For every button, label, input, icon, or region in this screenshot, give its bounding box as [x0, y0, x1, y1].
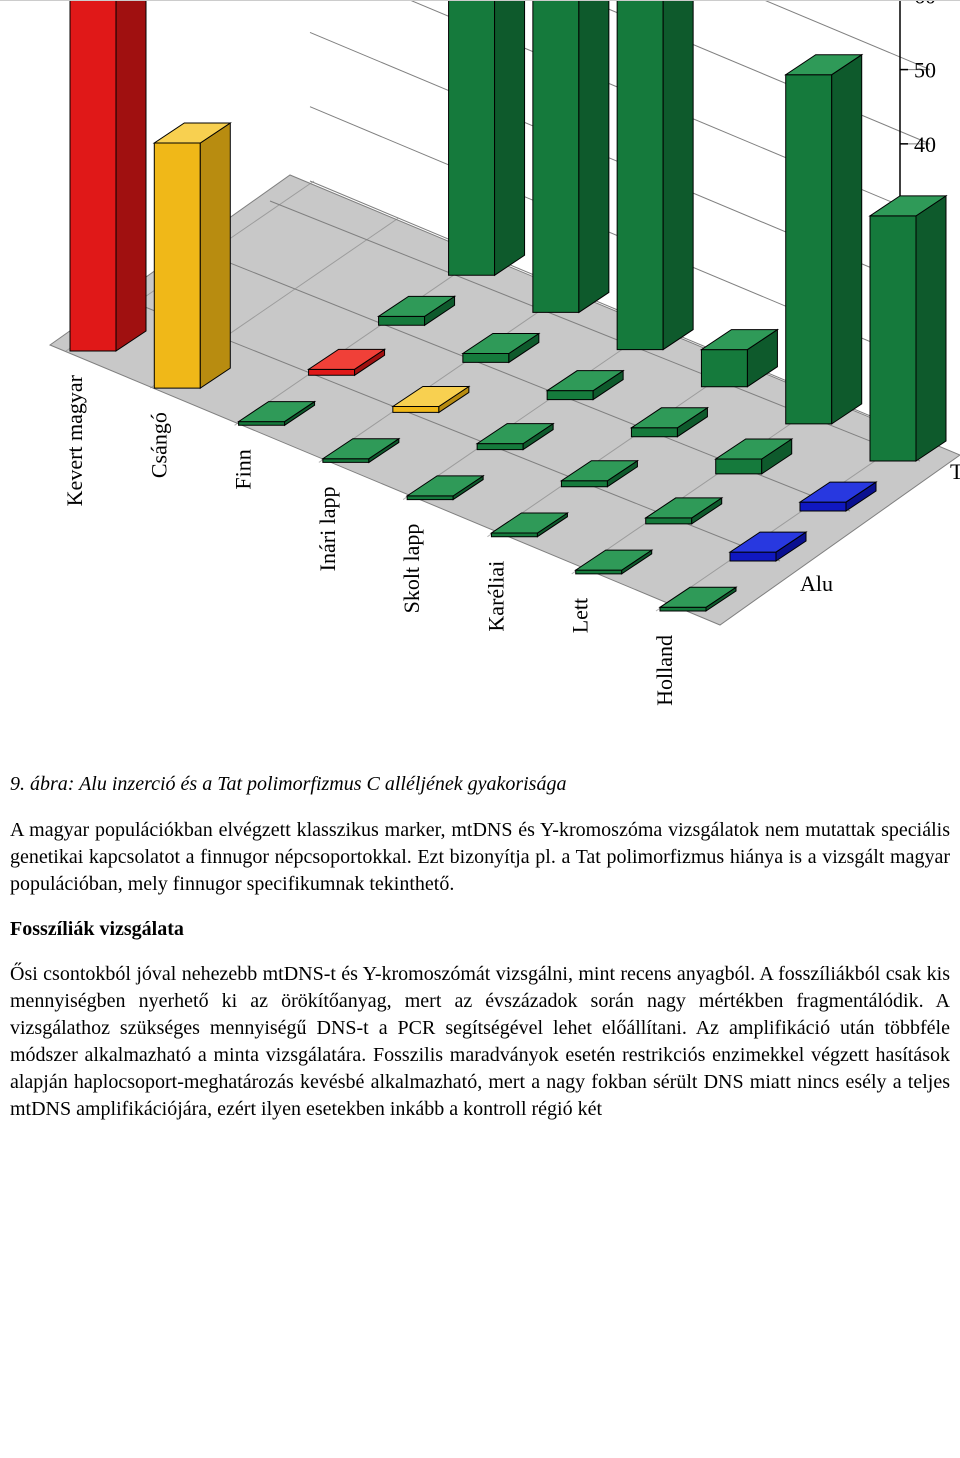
paragraph-1: A magyar populációkban elvégzett klasszi…: [10, 817, 950, 898]
figure-caption: 9. ábra: Alu inzerció és a Tat polimorfi…: [10, 771, 940, 797]
svg-text:Finn: Finn: [231, 449, 256, 489]
svg-text:Kevert magyar: Kevert magyar: [62, 374, 87, 506]
svg-text:Karéliai: Karéliai: [483, 561, 508, 632]
svg-text:Holland: Holland: [652, 635, 677, 706]
svg-text:Alu: Alu: [800, 571, 833, 596]
svg-text:Inári lapp: Inári lapp: [315, 486, 340, 571]
svg-text:Lett: Lett: [568, 598, 593, 633]
svg-text:50: 50: [914, 58, 936, 83]
chart-3d-bar: 010203040506070Kevert magyarCsángóFinnIn…: [0, 0, 960, 741]
svg-text:60: 60: [914, 1, 936, 8]
svg-text:40: 40: [914, 132, 936, 157]
chart-svg: 010203040506070Kevert magyarCsángóFinnIn…: [0, 1, 960, 741]
svg-text:Csángó: Csángó: [146, 412, 171, 478]
svg-text:Skolt lapp: Skolt lapp: [399, 524, 424, 614]
paragraph-2: Ősi csontokból jóval nehezebb mtDNS-t és…: [10, 961, 950, 1123]
svg-text:TatC: TatC: [950, 459, 960, 484]
section-heading: Fosszíliák vizsgálata: [10, 918, 950, 941]
